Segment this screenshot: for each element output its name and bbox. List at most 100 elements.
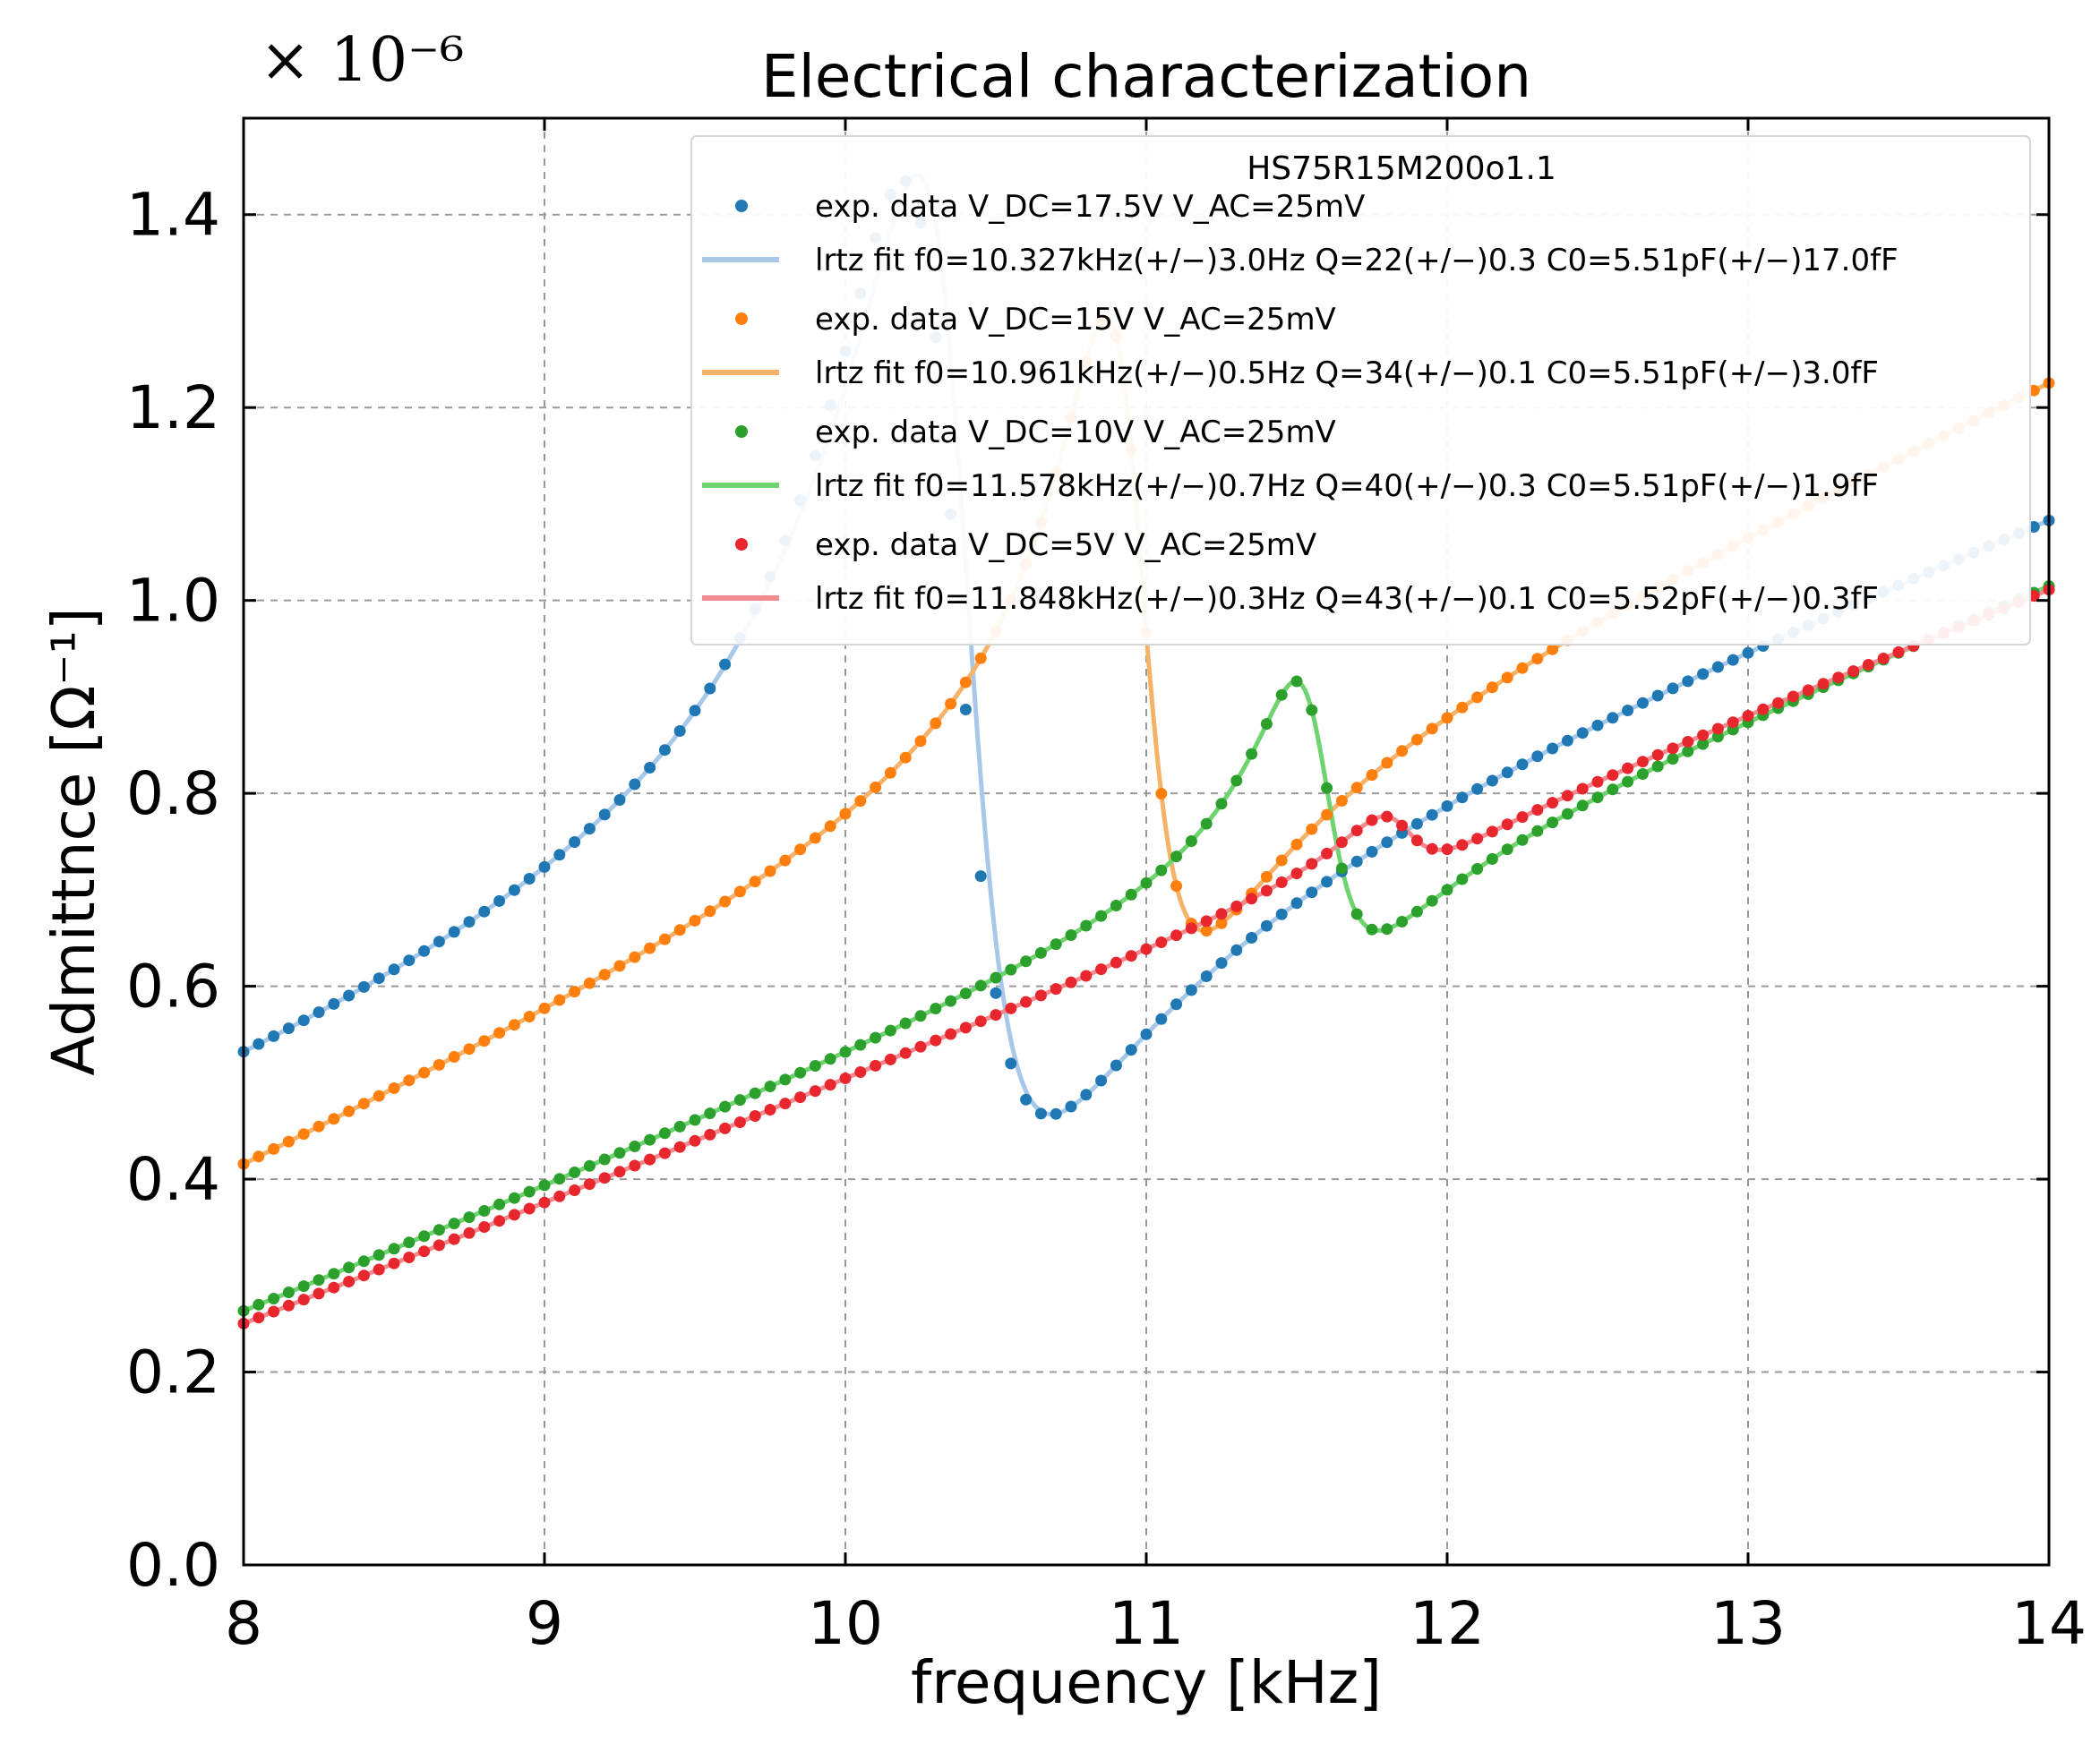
data-point-V15	[1456, 701, 1469, 714]
data-point-V15	[297, 1128, 310, 1141]
data-point-V5	[1516, 811, 1529, 824]
data-point-V17.5	[629, 778, 641, 791]
data-point-V5	[1110, 956, 1122, 969]
legend: HS75R15M200o1.1 exp. data V_DC=17.5V V_A…	[690, 135, 2031, 645]
data-point-V10	[1170, 851, 1183, 863]
data-point-V17.5	[1005, 1057, 1017, 1070]
data-point-V5	[598, 1172, 611, 1184]
data-point-V5	[1727, 716, 1739, 729]
data-point-V10	[1697, 738, 1710, 750]
data-point-V15	[719, 895, 732, 908]
data-point-V5	[1200, 915, 1213, 928]
data-point-V17.5	[974, 870, 987, 883]
y-tick-label: 0.4	[126, 1145, 220, 1214]
data-point-V5	[1622, 762, 1634, 774]
data-point-V17.5	[463, 916, 476, 928]
data-point-V10	[1260, 718, 1273, 731]
data-point-V5	[1772, 697, 1785, 709]
data-point-V5	[328, 1281, 340, 1294]
data-point-V5	[1847, 665, 1860, 678]
data-point-V10	[809, 1060, 821, 1072]
data-point-V15	[839, 808, 852, 820]
data-point-V10	[658, 1127, 671, 1140]
data-point-V10	[1200, 817, 1213, 830]
data-point-V10	[583, 1159, 596, 1172]
data-point-V10	[1396, 916, 1409, 928]
data-point-V10	[1005, 963, 1017, 976]
data-point-V5	[959, 1022, 972, 1034]
data-point-V5	[629, 1159, 641, 1172]
data-point-V10	[945, 995, 957, 1007]
data-point-V17.5	[1576, 727, 1589, 739]
data-point-V15	[870, 781, 882, 793]
data-point-V17.5	[689, 705, 701, 717]
data-point-V17.5	[959, 704, 972, 715]
data-point-V17.5	[1095, 1074, 1108, 1087]
data-point-V17.5	[1547, 742, 1559, 755]
data-points	[237, 175, 2055, 1329]
data-point-V10	[343, 1261, 356, 1274]
data-point-V10	[1095, 910, 1108, 922]
data-point-V15	[598, 969, 611, 981]
data-point-V10	[644, 1133, 656, 1146]
data-point-V17.5	[598, 808, 611, 821]
data-point-V10	[1426, 894, 1438, 907]
data-point-V5	[523, 1202, 536, 1215]
data-point-V10	[839, 1046, 852, 1058]
data-point-V10	[974, 979, 987, 992]
data-point-V17.5	[1080, 1089, 1093, 1101]
data-point-V10	[779, 1073, 792, 1086]
data-point-V5	[297, 1294, 310, 1306]
legend-fit-label: lrtz fit f0=10.327kHz(+/−)3.0Hz Q=22(+/−…	[815, 243, 1899, 278]
x-tick-label: 8	[225, 1589, 262, 1658]
data-point-V5	[1260, 885, 1273, 897]
data-point-V17.5	[1727, 654, 1739, 666]
data-point-V5	[1215, 908, 1228, 920]
data-point-V17.5	[253, 1038, 265, 1050]
data-point-V17.5	[1531, 750, 1544, 763]
data-point-V10	[388, 1243, 400, 1255]
data-point-V5	[373, 1263, 385, 1276]
data-point-V17.5	[1321, 876, 1333, 888]
data-point-V10	[1456, 873, 1469, 885]
data-point-V5	[974, 1015, 987, 1028]
data-point-V10	[508, 1192, 520, 1204]
data-point-V10	[959, 987, 972, 1000]
data-point-V10	[569, 1167, 581, 1178]
data-point-V5	[733, 1116, 746, 1128]
data-point-V5	[1697, 729, 1710, 741]
data-point-V17.5	[523, 873, 536, 885]
data-point-V15	[1471, 691, 1484, 704]
data-point-V10	[463, 1211, 476, 1224]
data-point-V15	[629, 951, 641, 963]
data-point-V17.5	[328, 997, 340, 1010]
data-point-V5	[854, 1066, 867, 1078]
data-point-V5	[1501, 818, 1513, 831]
data-point-V5	[809, 1085, 821, 1098]
y-tick-label: 1.0	[126, 567, 220, 636]
data-point-V17.5	[388, 963, 400, 976]
data-point-V5	[899, 1047, 912, 1059]
data-point-V5	[403, 1252, 416, 1263]
data-point-V10	[1110, 900, 1122, 911]
data-point-V17.5	[1350, 855, 1363, 868]
data-point-V17.5	[1230, 944, 1243, 956]
data-point-V10	[1034, 946, 1047, 959]
data-point-V10	[1410, 905, 1423, 918]
data-point-V10	[297, 1280, 310, 1293]
data-point-V5	[1787, 690, 1799, 703]
data-point-V10	[1335, 862, 1348, 875]
data-point-V5	[1832, 671, 1845, 684]
data-point-V5	[1065, 976, 1077, 988]
data-point-V17.5	[313, 1006, 325, 1019]
data-point-V15	[538, 1002, 551, 1014]
data-point-V5	[583, 1178, 596, 1191]
data-point-V5	[1561, 790, 1573, 802]
data-point-V15	[899, 751, 912, 764]
data-point-V10	[268, 1293, 280, 1304]
data-point-V17.5	[1426, 808, 1438, 821]
data-point-V15	[1350, 782, 1363, 794]
data-point-V10	[1622, 775, 1634, 788]
data-point-V17.5	[1020, 1093, 1033, 1106]
data-point-V15	[1441, 712, 1453, 724]
